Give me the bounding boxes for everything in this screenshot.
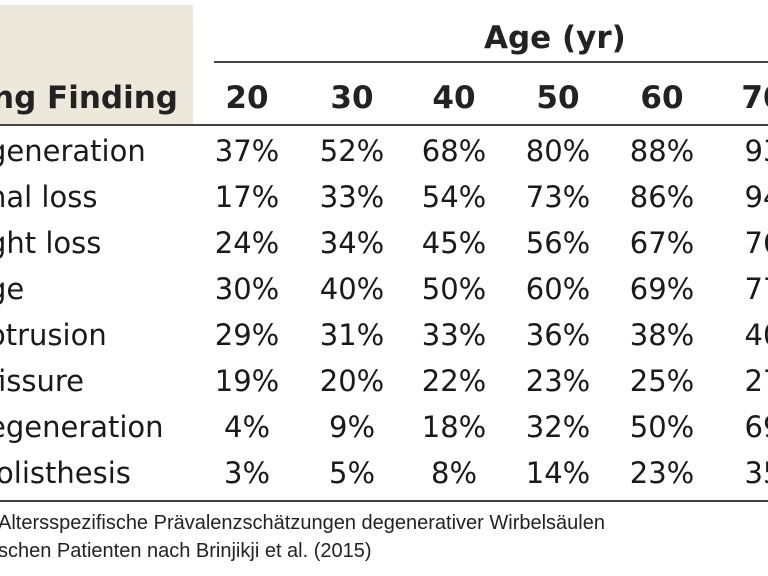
table-cell: 69 xyxy=(744,410,768,444)
table-cell: 60% xyxy=(525,272,591,306)
table-cell: 37% xyxy=(214,134,280,168)
table-cell: 8% xyxy=(430,456,478,490)
table-cell: 67% xyxy=(629,226,695,260)
table-cell: 56% xyxy=(525,226,591,260)
table-cell: 93 xyxy=(744,134,768,168)
age-header-20: 20 xyxy=(225,80,269,116)
table-cell: 73% xyxy=(525,180,591,214)
age-header-70: 70 xyxy=(741,80,768,116)
table-cell: 38% xyxy=(629,318,695,352)
table-cell: 19% xyxy=(214,364,280,398)
table-cell: 32% xyxy=(525,410,591,444)
table-cell: 24% xyxy=(214,226,280,260)
age-header-underline xyxy=(214,61,768,63)
age-group-header: Age (yr) xyxy=(484,20,626,56)
table-cell: 34% xyxy=(319,226,385,260)
table-cell: 3% xyxy=(223,456,271,490)
table-row-label: nal loss xyxy=(0,180,98,214)
table-cell: 33% xyxy=(421,318,487,352)
finding-column-header: ng Finding xyxy=(0,80,178,116)
table-cell: 36% xyxy=(525,318,591,352)
table-cell: 17% xyxy=(214,180,280,214)
right-header-background xyxy=(193,5,768,125)
age-header-50: 50 xyxy=(536,80,580,116)
table-cell: 52% xyxy=(319,134,385,168)
age-header-60: 60 xyxy=(640,80,684,116)
table-cell: 40% xyxy=(319,272,385,306)
caption-line-1: Altersspezifische Prävalenzschätzungen d… xyxy=(0,512,605,534)
table-cell: 5% xyxy=(328,456,376,490)
table-bottom-divider xyxy=(0,500,768,502)
table-cell: 29% xyxy=(214,318,280,352)
table-cell: 27 xyxy=(744,364,768,398)
table-cell: 18% xyxy=(421,410,487,444)
table-cell: 40 xyxy=(744,318,768,352)
table-top-divider xyxy=(0,124,768,126)
table-cell: 23% xyxy=(525,364,591,398)
table-row-label: generation xyxy=(0,134,146,168)
table-cell: 54% xyxy=(421,180,487,214)
age-header-30: 30 xyxy=(330,80,374,116)
table-row-label: fissure xyxy=(0,364,84,398)
table-cell: 31% xyxy=(319,318,385,352)
table-cell: 35 xyxy=(744,456,768,490)
table-row-label: egeneration xyxy=(0,410,164,444)
table-cell: 68% xyxy=(421,134,487,168)
table-cell: 80% xyxy=(525,134,591,168)
table-cell: 76 xyxy=(744,226,768,260)
table-cell: 9% xyxy=(328,410,376,444)
left-header-background xyxy=(0,5,193,125)
table-cell: 50% xyxy=(421,272,487,306)
table-cell: 23% xyxy=(629,456,695,490)
table-cell: 4% xyxy=(223,410,271,444)
age-header-40: 40 xyxy=(432,80,476,116)
table-cell: 94 xyxy=(744,180,768,214)
table-cell: 30% xyxy=(214,272,280,306)
table-row-label: lolisthesis xyxy=(0,456,131,490)
table-cell: 25% xyxy=(629,364,695,398)
table-cell: 33% xyxy=(319,180,385,214)
table-cell: 88% xyxy=(629,134,695,168)
table-cell: 77 xyxy=(744,272,768,306)
table-row-label: ght loss xyxy=(0,226,102,260)
table-cell: 45% xyxy=(421,226,487,260)
table-cell: 50% xyxy=(629,410,695,444)
table-cell: 69% xyxy=(629,272,695,306)
table-row-label: ge xyxy=(0,272,25,306)
caption-line-2: schen Patienten nach Brinjikji et al. (2… xyxy=(0,540,372,562)
table-cell: 14% xyxy=(525,456,591,490)
table-cell: 22% xyxy=(421,364,487,398)
table-cell: 86% xyxy=(629,180,695,214)
table-cell: 20% xyxy=(319,364,385,398)
table-row-label: otrusion xyxy=(0,318,107,352)
top-text-fragment: ... xyxy=(0,0,768,8)
